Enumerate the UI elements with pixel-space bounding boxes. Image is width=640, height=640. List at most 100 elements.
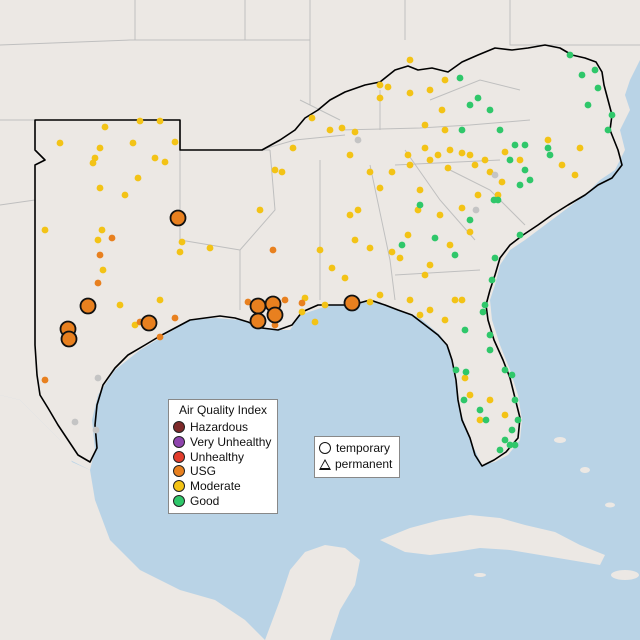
monitor-point[interactable] [404, 231, 412, 239]
monitor-point[interactable] [436, 211, 444, 219]
monitor-point[interactable] [471, 161, 479, 169]
monitor-point[interactable] [472, 206, 480, 214]
monitor-point[interactable] [441, 126, 449, 134]
monitor-point[interactable] [406, 296, 414, 304]
monitor-point[interactable] [511, 396, 519, 404]
monitor-point[interactable] [441, 316, 449, 324]
monitor-point[interactable] [406, 161, 414, 169]
monitor-point[interactable] [171, 138, 179, 146]
monitor-point[interactable] [604, 126, 612, 134]
monitor-point[interactable] [278, 168, 286, 176]
monitor-point[interactable] [321, 301, 329, 309]
monitor-point[interactable] [451, 251, 459, 259]
monitor-point[interactable] [388, 248, 396, 256]
monitor-point[interactable] [131, 321, 139, 329]
monitor-point[interactable] [488, 276, 496, 284]
monitor-point[interactable] [171, 314, 179, 322]
monitor-point[interactable] [269, 246, 277, 254]
monitor-point[interactable] [498, 178, 506, 186]
monitor-point[interactable] [491, 254, 499, 262]
monitor-point[interactable] [461, 326, 469, 334]
monitor-point[interactable] [516, 181, 524, 189]
monitor-point[interactable] [341, 274, 349, 282]
monitor-point[interactable] [298, 299, 306, 307]
monitor-point[interactable] [591, 66, 599, 74]
monitor-point[interactable] [479, 308, 487, 316]
monitor-point[interactable] [96, 184, 104, 192]
monitor-point[interactable] [421, 121, 429, 129]
monitor-point[interactable] [376, 184, 384, 192]
temporary-monitor-usg[interactable] [140, 314, 158, 332]
temporary-monitor-usg[interactable] [79, 297, 97, 315]
monitor-point[interactable] [441, 76, 449, 84]
monitor-point[interactable] [366, 298, 374, 306]
monitor-point[interactable] [134, 174, 142, 182]
monitor-point[interactable] [396, 254, 404, 262]
monitor-point[interactable] [121, 191, 129, 199]
monitor-point[interactable] [566, 51, 574, 59]
monitor-point[interactable] [456, 74, 464, 82]
monitor-point[interactable] [446, 146, 454, 154]
monitor-point[interactable] [416, 201, 424, 209]
monitor-point[interactable] [466, 391, 474, 399]
monitor-point[interactable] [521, 166, 529, 174]
monitor-point[interactable] [458, 149, 466, 157]
monitor-point[interactable] [416, 311, 424, 319]
monitor-point[interactable] [129, 139, 137, 147]
monitor-point[interactable] [506, 156, 514, 164]
monitor-point[interactable] [94, 236, 102, 244]
monitor-point[interactable] [501, 366, 509, 374]
monitor-points[interactable] [41, 51, 616, 454]
monitor-point[interactable] [98, 226, 106, 234]
monitor-point[interactable] [576, 144, 584, 152]
monitor-point[interactable] [486, 106, 494, 114]
monitor-point[interactable] [281, 296, 289, 304]
monitor-point[interactable] [514, 416, 522, 424]
monitor-point[interactable] [481, 301, 489, 309]
monitor-point[interactable] [486, 331, 494, 339]
monitor-point[interactable] [136, 117, 144, 125]
monitor-point[interactable] [178, 238, 186, 246]
monitor-point[interactable] [521, 141, 529, 149]
monitor-point[interactable] [351, 128, 359, 136]
monitor-point[interactable] [351, 236, 359, 244]
monitor-point[interactable] [406, 89, 414, 97]
monitor-point[interactable] [452, 366, 460, 374]
monitor-point[interactable] [486, 168, 494, 176]
monitor-point[interactable] [461, 374, 469, 382]
monitor-point[interactable] [496, 446, 504, 454]
monitor-point[interactable] [406, 56, 414, 64]
monitor-point[interactable] [546, 151, 554, 159]
monitor-point[interactable] [354, 136, 362, 144]
monitor-point[interactable] [506, 441, 514, 449]
monitor-point[interactable] [346, 211, 354, 219]
monitor-point[interactable] [398, 241, 406, 249]
monitor-point[interactable] [451, 296, 459, 304]
monitor-point[interactable] [501, 148, 509, 156]
monitor-point[interactable] [92, 426, 100, 434]
monitor-point[interactable] [94, 279, 102, 287]
monitor-point[interactable] [438, 106, 446, 114]
monitor-point[interactable] [501, 411, 509, 419]
monitor-point[interactable] [434, 151, 442, 159]
monitor-point[interactable] [526, 176, 534, 184]
monitor-point[interactable] [328, 264, 336, 272]
monitor-point[interactable] [516, 156, 524, 164]
monitor-point[interactable] [508, 371, 516, 379]
monitor-point[interactable] [161, 158, 169, 166]
monitor-point[interactable] [41, 226, 49, 234]
temporary-monitor-usg[interactable] [249, 297, 267, 315]
monitor-point[interactable] [376, 94, 384, 102]
monitor-point[interactable] [301, 294, 309, 302]
monitor-point[interactable] [481, 156, 489, 164]
monitor-point[interactable] [558, 161, 566, 169]
monitor-point[interactable] [516, 231, 524, 239]
monitor-point[interactable] [256, 206, 264, 214]
monitor-point[interactable] [458, 204, 466, 212]
monitor-point[interactable] [458, 296, 466, 304]
monitor-point[interactable] [476, 406, 484, 414]
monitor-point[interactable] [56, 139, 64, 147]
monitor-point[interactable] [99, 266, 107, 274]
monitor-point[interactable] [96, 251, 104, 259]
monitor-point[interactable] [486, 396, 494, 404]
